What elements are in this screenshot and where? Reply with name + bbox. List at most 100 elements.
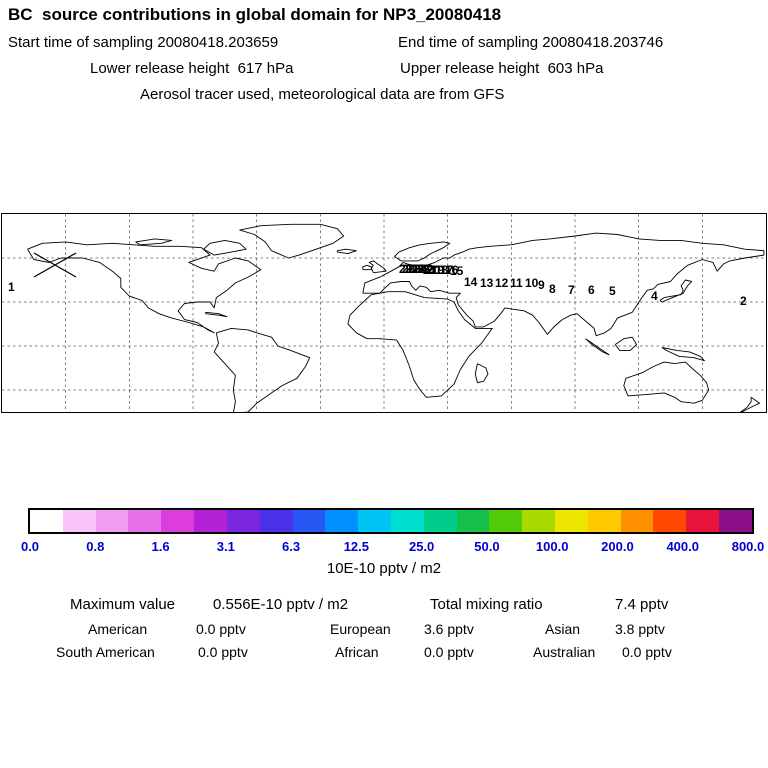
colorbar-cell bbox=[292, 510, 326, 532]
colorbar-cell bbox=[456, 510, 490, 532]
trajectory-day-17: 17 bbox=[440, 263, 454, 277]
region-label-european: European bbox=[330, 621, 391, 637]
colorbar-tick-label: 100.0 bbox=[535, 539, 569, 554]
trajectory-day-29: 29 bbox=[399, 262, 413, 276]
colorbar-tick-label: 50.0 bbox=[474, 539, 500, 554]
colorbar-cell bbox=[423, 510, 457, 532]
coastline-uk bbox=[368, 260, 387, 274]
trajectory-day-4: 4 bbox=[651, 289, 658, 303]
colorbar-cell bbox=[719, 510, 752, 532]
colorbar-cell bbox=[62, 510, 96, 532]
colorbar-tick-label: 0.8 bbox=[86, 539, 105, 554]
region-label-american: American bbox=[88, 621, 148, 637]
colorbar-cell bbox=[587, 510, 621, 532]
coastline-japan bbox=[659, 279, 693, 303]
trajectory-day-28: 28 bbox=[402, 262, 416, 276]
coastline-new_zealand bbox=[739, 396, 761, 412]
end-time-text: End time of sampling 20080418.203746 bbox=[398, 34, 664, 51]
page-title: BC source contributions in global domain… bbox=[8, 5, 502, 24]
colorbar-cell bbox=[522, 510, 555, 532]
colorbar-cell bbox=[555, 510, 588, 532]
trajectory-day-25: 25 bbox=[411, 262, 425, 276]
colorbar-cell bbox=[194, 510, 227, 532]
colorbar-cell bbox=[161, 510, 195, 532]
trajectory-day-1: 1 bbox=[8, 280, 15, 294]
colorbar-tick-label: 25.0 bbox=[408, 539, 435, 554]
trajectory-day-12: 12 bbox=[495, 276, 509, 290]
lower-release-text: Lower release height 617 hPa bbox=[90, 60, 294, 77]
trajectory-day-6: 6 bbox=[588, 283, 595, 297]
colorbar-cell bbox=[259, 510, 293, 532]
trajectory-day-10: 10 bbox=[525, 276, 539, 290]
upper-release-text: Upper release height 603 hPa bbox=[400, 60, 604, 77]
trajectory-day-20: 20 bbox=[427, 263, 441, 277]
coastline-south_america bbox=[213, 327, 311, 412]
coastline-scandinavia bbox=[394, 241, 451, 262]
colorbar-tick-row: 0.0 0.8 1.6 3.1 6.3 12.5 25.0 50.0 100.0 200.0 400… bbox=[0, 539, 768, 557]
trajectory-day-11: 11 bbox=[510, 276, 523, 290]
colorbar-cell bbox=[358, 510, 391, 532]
colorbar-unit-label: 10E-10 pptv / m2 bbox=[326, 560, 442, 577]
colorbar-tick-label: 800.0 bbox=[731, 539, 765, 554]
trajectory-day-7: 7 bbox=[568, 283, 575, 297]
trajectory-day-14: 14 bbox=[464, 275, 478, 289]
trajectory-day-26: 26 bbox=[408, 262, 422, 276]
region-value-australian: 0.0 pptv bbox=[622, 644, 672, 660]
colorbar-tick-label: 6.3 bbox=[282, 539, 301, 554]
colorbar-cell bbox=[325, 510, 359, 532]
colorbar-cell bbox=[30, 510, 63, 532]
region-value-south-american: 0.0 pptv bbox=[198, 644, 248, 660]
colorbar-tick-label: 1.6 bbox=[151, 539, 170, 554]
total-mixing-ratio-label: Total mixing ratio bbox=[430, 596, 543, 613]
colorbar-tick-label: 0.0 bbox=[20, 539, 40, 554]
coastline-arctic_islands bbox=[135, 238, 173, 246]
trajectory-day-5: 5 bbox=[609, 284, 616, 298]
colorbar-cell bbox=[489, 510, 523, 532]
colorbar-cell bbox=[686, 510, 720, 532]
trajectory-day-18: 18 bbox=[435, 263, 449, 277]
colorbar-tick-label: 200.0 bbox=[601, 539, 634, 554]
colorbar-cell bbox=[653, 510, 687, 532]
colorbar-cell bbox=[620, 510, 654, 532]
total-mixing-ratio-value: 7.4 pptv bbox=[615, 596, 669, 613]
region-label-asian: Asian bbox=[545, 621, 581, 637]
coastline-australia bbox=[623, 361, 710, 404]
colorbar-cell bbox=[128, 510, 162, 532]
trajectory-day-2: 2 bbox=[740, 294, 747, 308]
max-value: 0.556E-10 pptv / m2 bbox=[213, 596, 349, 613]
region-value-asian: 3.8 pptv bbox=[615, 621, 665, 637]
start-time-text: Start time of sampling 20080418.203659 bbox=[8, 34, 279, 51]
region-label-african: African bbox=[335, 644, 379, 660]
coastline-north_america bbox=[27, 241, 262, 334]
trajectory-day-15: 15 bbox=[450, 264, 464, 278]
coastlines bbox=[27, 223, 765, 412]
colorbar-tick-label: 12.5 bbox=[343, 539, 370, 554]
region-value-european: 3.6 pptv bbox=[424, 621, 474, 637]
trajectory-day-22: 22 bbox=[420, 262, 434, 276]
region-label-australian: Australian bbox=[533, 644, 596, 660]
trajectory-day-21: 21 bbox=[423, 263, 437, 277]
colorbar-cell bbox=[226, 510, 260, 532]
trajectory-day-16: 16 bbox=[445, 263, 459, 277]
coastline-ireland bbox=[362, 264, 372, 271]
tracer-info-text: Aerosol tracer used, meteorological data… bbox=[140, 86, 505, 103]
coastline-iceland bbox=[336, 248, 357, 255]
trajectory-day-24: 24 bbox=[414, 262, 428, 276]
coastline-new_guinea bbox=[661, 347, 705, 362]
coastline-cuba bbox=[205, 311, 228, 318]
region-label-south-american: South American bbox=[56, 644, 155, 660]
map-gridlines bbox=[2, 214, 766, 412]
trajectory-day-27: 27 bbox=[405, 262, 419, 276]
coastline-greenland bbox=[239, 223, 345, 259]
receptor-cross-marker bbox=[33, 252, 77, 278]
coastline-africa bbox=[347, 291, 493, 398]
trajectory-day-19: 19 bbox=[431, 263, 445, 277]
colorbar bbox=[28, 508, 754, 534]
coastline-sumatra bbox=[585, 338, 610, 356]
max-value-label: Maximum value bbox=[70, 596, 176, 613]
trajectory-day-9: 9 bbox=[538, 278, 545, 292]
colorbar-tick-label: 3.1 bbox=[216, 539, 235, 554]
coastline-borneo bbox=[614, 336, 637, 351]
